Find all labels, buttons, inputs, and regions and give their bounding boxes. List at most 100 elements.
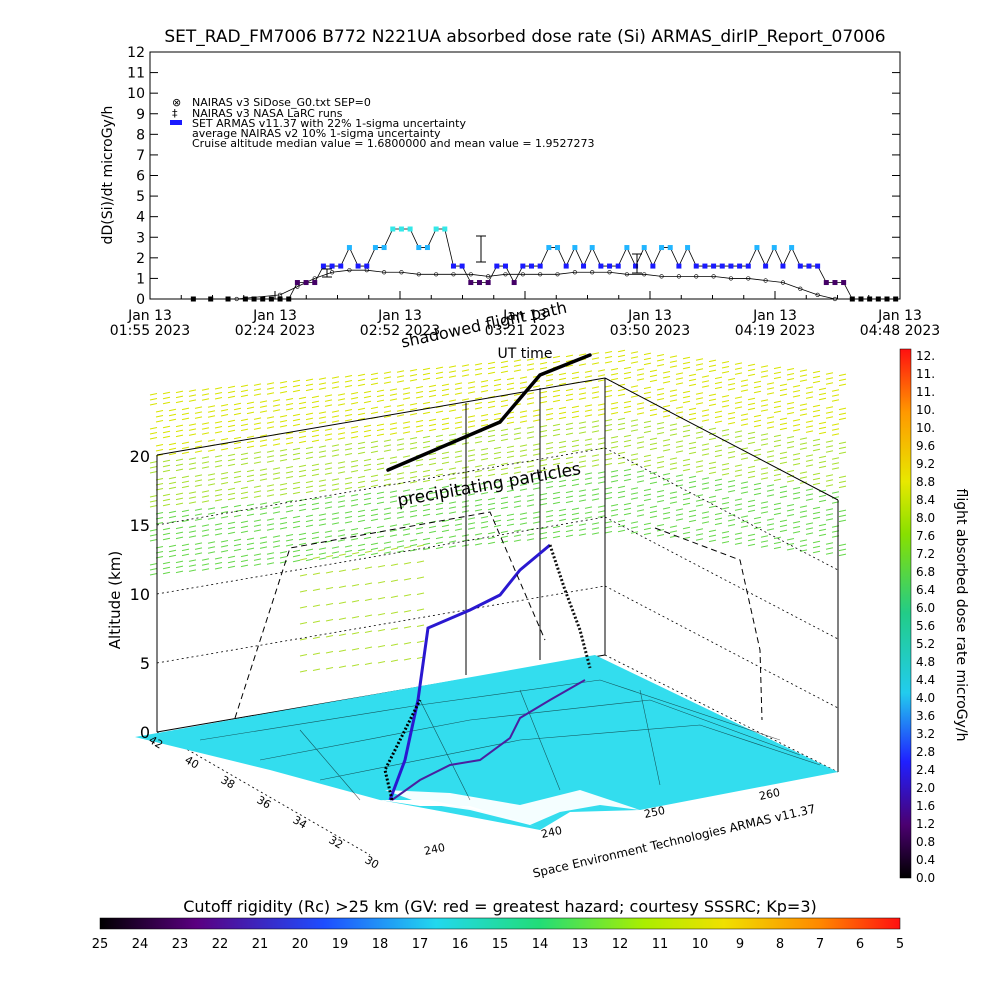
particle-mark — [312, 572, 321, 575]
particle-mark — [246, 547, 255, 551]
lon-tick-label: 260 — [758, 786, 781, 803]
particle-mark — [760, 545, 769, 548]
particle-mark — [526, 494, 535, 497]
particle-mark — [786, 470, 795, 473]
particle-mark — [760, 404, 769, 407]
particle-mark — [162, 493, 171, 497]
particle-mark — [461, 398, 470, 401]
particle-mark — [331, 449, 340, 452]
particle-mark — [305, 480, 314, 484]
particle-mark — [363, 502, 372, 506]
particle-mark — [357, 514, 366, 518]
particle-mark — [403, 626, 412, 629]
particle-mark — [610, 504, 619, 507]
particle-mark — [266, 416, 275, 419]
particle-mark — [233, 441, 242, 445]
particle-mark — [175, 458, 184, 462]
particle-mark — [279, 459, 288, 462]
particle-mark — [721, 405, 730, 408]
particle-mark — [812, 375, 821, 379]
particle-mark — [636, 402, 645, 405]
particle-mark — [149, 393, 158, 396]
particle-mark — [734, 440, 743, 443]
particle-mark — [325, 555, 334, 558]
dose-colorbar-tick-label: 2.0 — [916, 781, 935, 795]
particle-mark — [272, 443, 281, 446]
armas-point — [208, 296, 214, 302]
particle-mark — [435, 507, 444, 511]
particle-mark — [656, 393, 665, 396]
particle-mark — [695, 397, 704, 400]
particle-mark — [753, 424, 762, 428]
particle-mark — [636, 373, 645, 376]
particle-mark — [825, 518, 834, 521]
particle-mark — [669, 525, 678, 528]
particle-mark — [630, 463, 639, 466]
particle-mark — [747, 368, 756, 372]
particle-mark — [578, 363, 587, 366]
particle-mark — [701, 477, 710, 480]
particle-mark — [812, 511, 821, 515]
particle-mark — [682, 497, 691, 501]
armas-point — [529, 263, 535, 269]
dose-rate-colorbar-labels: 12.11.11.10.10.9.69.28.88.48.07.67.26.86… — [916, 349, 935, 885]
particle-mark — [838, 548, 847, 552]
particle-mark — [734, 537, 743, 540]
nairas-point — [347, 268, 352, 273]
particle-mark — [584, 409, 593, 412]
particle-mark — [175, 492, 184, 496]
particle-mark — [305, 548, 314, 552]
particle-mark — [727, 446, 736, 449]
particle-mark — [604, 356, 613, 359]
particle-mark — [519, 483, 528, 486]
particle-mark — [448, 535, 457, 538]
particle-mark — [259, 468, 268, 471]
rigidity-colorbar-tick-label: 6 — [856, 937, 864, 952]
particle-mark — [338, 553, 347, 556]
particle-mark — [351, 664, 360, 667]
particle-mark — [246, 411, 255, 415]
particle-mark — [389, 534, 398, 537]
particle-mark — [474, 436, 483, 439]
particle-mark — [649, 471, 658, 475]
particle-mark — [325, 667, 334, 670]
particle-mark — [500, 360, 509, 364]
particle-mark — [714, 410, 723, 414]
particle-mark — [617, 524, 626, 528]
particle-mark — [350, 538, 359, 541]
particle-mark — [188, 457, 197, 460]
particle-mark — [253, 553, 262, 556]
nairas-point — [676, 274, 682, 279]
armas-point — [442, 226, 448, 232]
particle-mark — [409, 544, 418, 547]
particle-mark — [318, 411, 327, 414]
particle-mark — [162, 401, 171, 405]
lon-tick-label: 240 — [540, 824, 563, 841]
particle-mark — [610, 368, 619, 371]
particle-mark — [266, 450, 275, 453]
particle-mark — [565, 432, 574, 436]
particle-mark — [357, 378, 366, 382]
particle-mark — [207, 405, 216, 408]
particle-mark — [623, 512, 632, 516]
particle-mark — [370, 377, 379, 381]
particle-mark — [493, 451, 502, 455]
particle-mark — [377, 581, 386, 584]
particle-mark — [656, 388, 665, 391]
particle-mark — [825, 547, 834, 550]
particle-mark — [337, 461, 346, 464]
particle-mark — [259, 478, 268, 481]
dose-colorbar-tick-label: 11. — [916, 385, 935, 399]
particle-mark — [818, 455, 827, 459]
particle-mark — [194, 440, 203, 443]
particle-mark — [818, 397, 827, 401]
particle-mark — [753, 526, 762, 530]
particle-mark — [214, 489, 223, 492]
particle-mark — [227, 492, 236, 496]
particle-mark — [708, 500, 717, 504]
particle-mark — [662, 512, 671, 515]
particle-mark — [539, 459, 548, 462]
particle-mark — [162, 498, 171, 502]
particle-mark — [240, 457, 249, 461]
particle-mark — [331, 420, 340, 423]
